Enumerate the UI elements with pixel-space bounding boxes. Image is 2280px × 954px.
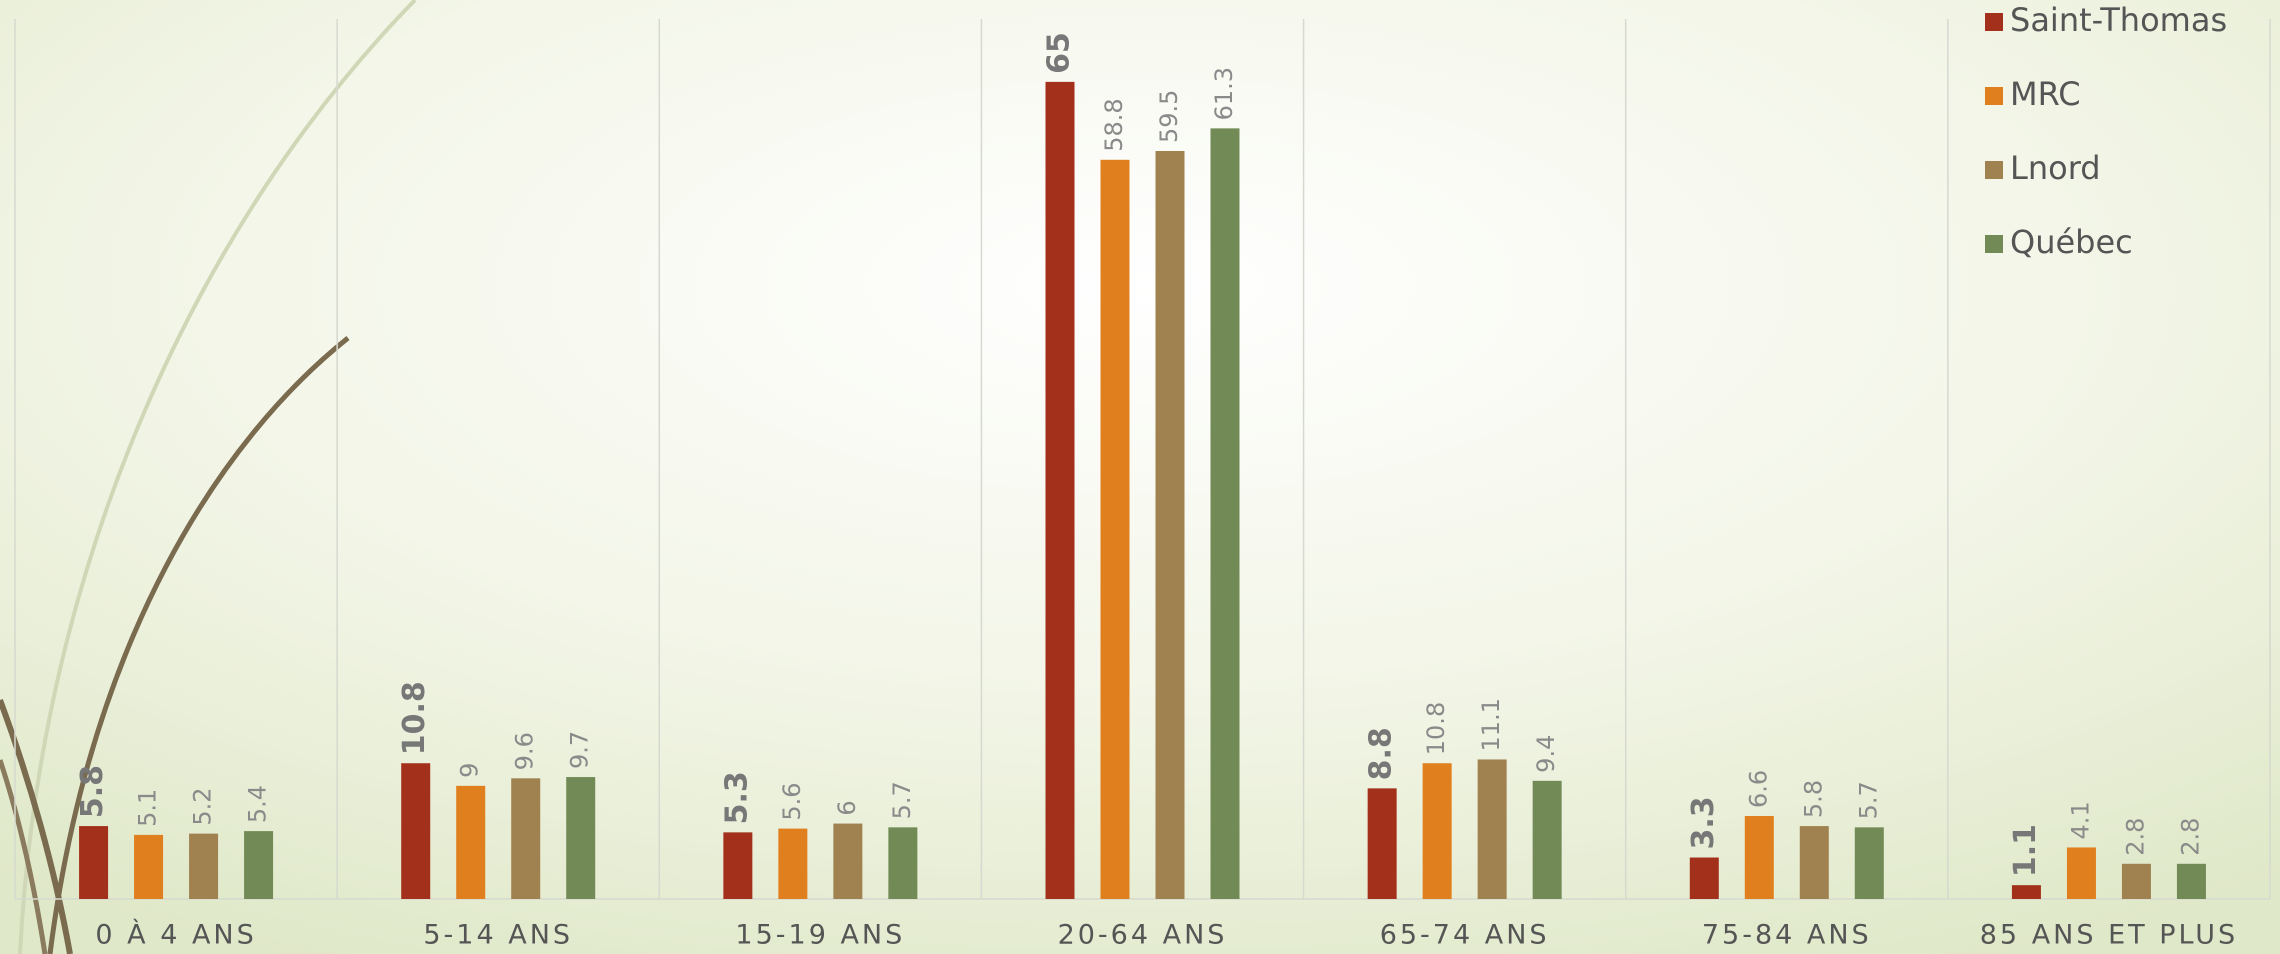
legend-label: Saint-Thomas	[2010, 1, 2227, 39]
bar	[1478, 759, 1507, 899]
data-label: 2.8	[2121, 818, 2149, 856]
bar	[833, 824, 862, 899]
data-label: 5.7	[888, 781, 916, 819]
bar	[244, 831, 273, 899]
bar	[2012, 885, 2041, 899]
data-label: 9.6	[511, 732, 539, 770]
bar	[1101, 160, 1130, 899]
bar	[134, 835, 163, 899]
data-label: 65	[1042, 32, 1077, 74]
legend-marker	[1985, 235, 2003, 253]
x-tick-label: 75-84 ANS	[1702, 920, 1872, 951]
data-label: 5.7	[1854, 781, 1882, 819]
bar	[79, 826, 108, 899]
legend-label: MRC	[2010, 75, 2081, 113]
bar	[2177, 864, 2206, 899]
bar	[1368, 788, 1397, 899]
data-label: 2.8	[2176, 818, 2204, 856]
bar	[1690, 858, 1719, 899]
data-label: 10.8	[397, 681, 432, 755]
bar	[888, 827, 917, 899]
data-label: 6	[833, 800, 861, 815]
data-label: 10.8	[1422, 702, 1450, 755]
legend-label: Lnord	[2010, 149, 2101, 187]
data-label: 9.7	[566, 731, 594, 769]
legend-marker	[1985, 161, 2003, 179]
legend-marker	[1985, 13, 2003, 31]
bar	[1156, 151, 1185, 899]
bar	[1211, 128, 1240, 899]
data-label: 6.6	[1744, 770, 1772, 808]
data-label: 5.1	[134, 789, 162, 827]
bar	[1046, 82, 1075, 899]
bar	[778, 829, 807, 899]
chart: 0 À 4 ANS 5.8 5.1 5.2 5.4 5-14 ANS 10.8 9 9.6 9.7…	[0, 0, 2280, 954]
data-label: 5.8	[1799, 780, 1827, 818]
data-label: 5.6	[778, 782, 806, 820]
data-label: 1.1	[2008, 824, 2043, 877]
bar	[189, 834, 218, 899]
x-tick-label: 5-14 ANS	[423, 920, 573, 951]
data-label: 61.3	[1210, 67, 1238, 120]
x-tick-label: 85 ANS ET PLUS	[1980, 920, 2238, 951]
bar	[723, 832, 752, 899]
data-label: 5.2	[189, 787, 217, 825]
background	[0, 0, 2280, 954]
bar	[1423, 763, 1452, 899]
legend-marker	[1985, 87, 2003, 105]
bar	[511, 778, 540, 899]
data-label: 8.8	[1364, 727, 1399, 780]
legend-label: Québec	[2010, 223, 2133, 261]
bar	[1855, 827, 1884, 899]
data-label: 3.3	[1686, 796, 1721, 849]
data-label: 58.8	[1100, 98, 1128, 151]
data-label: 4.1	[2066, 801, 2094, 839]
data-label: 5.4	[244, 785, 272, 823]
x-tick-label: 15-19 ANS	[735, 920, 905, 951]
data-label: 11.1	[1477, 698, 1505, 751]
bar	[1745, 816, 1774, 899]
bar	[1800, 826, 1829, 899]
bar	[1533, 781, 1562, 899]
bar	[2067, 847, 2096, 899]
data-label: 5.8	[75, 765, 110, 818]
bar	[2122, 864, 2151, 899]
x-tick-label: 0 À 4 ANS	[95, 919, 256, 951]
data-label: 59.5	[1155, 90, 1183, 143]
x-tick-label: 65-74 ANS	[1380, 920, 1550, 951]
bar	[456, 786, 485, 899]
data-label: 5.3	[719, 771, 754, 824]
data-label: 9	[456, 763, 484, 778]
bar	[566, 777, 595, 899]
x-tick-label: 20-64 ANS	[1058, 920, 1228, 951]
bar	[401, 763, 430, 899]
data-label: 9.4	[1532, 735, 1560, 773]
